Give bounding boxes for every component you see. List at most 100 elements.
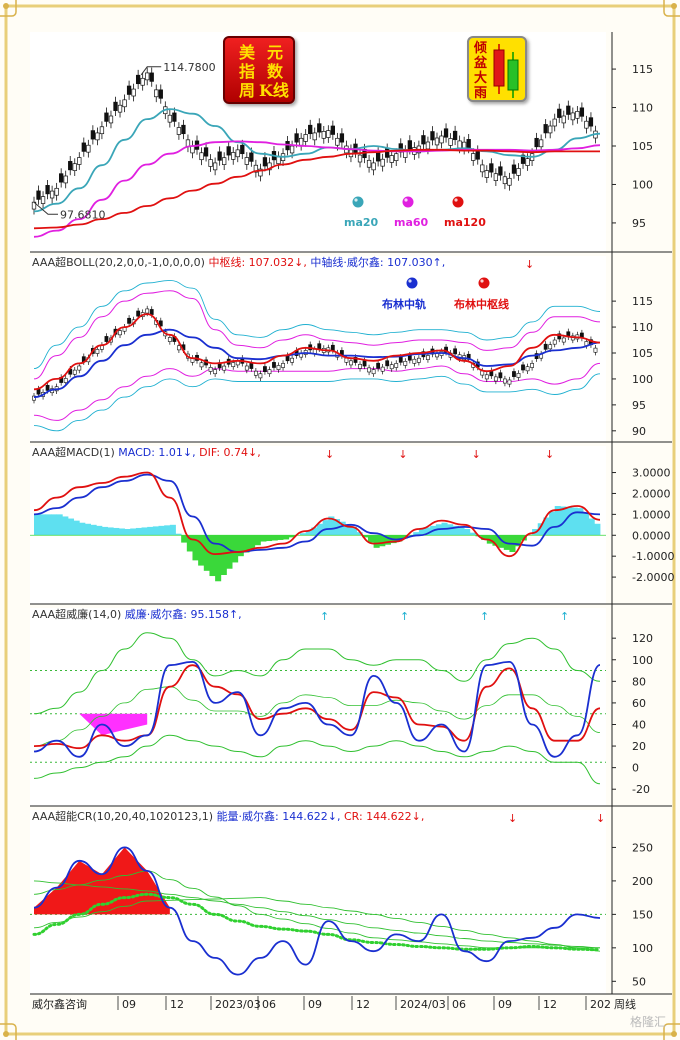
- y-tick-label: 95: [632, 399, 646, 412]
- histogram-bar: [277, 535, 284, 540]
- candle-body: [226, 146, 231, 156]
- x-tick-label: 06: [452, 998, 466, 1011]
- signal-arrow: ↓: [325, 448, 334, 461]
- y-tick-label: 50: [632, 975, 646, 988]
- candle-body: [511, 164, 517, 174]
- candle-body: [375, 152, 381, 162]
- histogram-bar: [362, 535, 369, 538]
- candle-body: [389, 155, 394, 163]
- candle-body: [240, 144, 245, 155]
- title-char: 美: [239, 43, 256, 62]
- candle-body: [317, 343, 322, 350]
- logo-char: 雨: [474, 86, 488, 101]
- histogram-bar: [67, 518, 75, 536]
- candle-body: [521, 364, 525, 371]
- candle-body: [149, 309, 154, 315]
- panel-header: AAA超能CR(10,20,40,1020123,1) 能量·威尔鑫: 144.…: [32, 809, 424, 823]
- x-tick-label: 12: [356, 998, 370, 1011]
- band-mid: [33, 686, 601, 747]
- logo-char: 盆: [474, 56, 488, 71]
- signal-arrow: ↓: [525, 258, 534, 271]
- low-label: 97.6810: [60, 208, 106, 221]
- candle-body: [570, 112, 575, 121]
- signal-arrow: ↑: [480, 610, 489, 623]
- legend-ball: [478, 277, 490, 289]
- series-line-ma60: [33, 140, 601, 238]
- candle-body: [199, 152, 204, 161]
- y-tick-label: 40: [632, 718, 646, 731]
- histogram-bar: [373, 535, 380, 548]
- corner-ornament: [663, 0, 680, 17]
- y-tick-label: 110: [632, 321, 653, 334]
- candle-body: [425, 141, 431, 150]
- cr-band-line: [33, 897, 601, 952]
- candle-body: [104, 112, 109, 122]
- candle-body: [145, 308, 150, 314]
- candle-body: [45, 185, 50, 195]
- histogram-bar: [192, 535, 199, 561]
- candle-body: [512, 371, 516, 377]
- candle-body: [376, 362, 381, 369]
- y-tick-label: 80: [632, 675, 646, 688]
- legend-label: 布林中轨: [382, 297, 426, 311]
- histogram-bar: [96, 525, 103, 536]
- band-upper: [33, 632, 601, 715]
- outer-border: [4, 4, 676, 1036]
- candle-body: [412, 358, 417, 364]
- signal-arrow: ↑: [560, 610, 569, 623]
- candle-body: [593, 347, 598, 353]
- histogram-bar: [45, 514, 52, 536]
- candle-body: [72, 163, 77, 171]
- panel-header: AAA超BOLL(20,2,0,0,-1,0,0,0,0) 中枢线: 107.0…: [32, 255, 445, 269]
- candle-body: [380, 158, 385, 167]
- candle-body: [439, 135, 444, 144]
- panel-header-item: AAA超BOLL(20,2,0,0,-1,0,0,0,0): [32, 255, 208, 269]
- candle-body: [244, 157, 249, 165]
- y-tick-label: 100: [632, 654, 653, 667]
- candle-body: [158, 89, 163, 99]
- y-tick-label: 115: [632, 63, 653, 76]
- candle-body: [326, 130, 331, 138]
- y-tick-label: 250: [632, 841, 653, 854]
- histogram-bar: [158, 525, 165, 536]
- y-tick-label: 0: [632, 762, 639, 775]
- panel-header-item: 中轴线·威尔鑫: 107.030↑,: [310, 255, 445, 269]
- overbought-fill: [79, 713, 148, 736]
- candle-body: [59, 173, 64, 183]
- y-tick-label: 2.0000: [632, 487, 671, 500]
- histogram-bar: [317, 523, 324, 536]
- histogram-bar: [515, 535, 522, 547]
- low-marker: [33, 201, 58, 215]
- candle-body: [249, 152, 254, 162]
- candle-body: [81, 142, 86, 152]
- histogram-bar: [141, 527, 148, 536]
- histogram-bar: [164, 525, 171, 536]
- logo-char: 倾: [474, 41, 488, 56]
- y-tick-label: 105: [632, 347, 653, 360]
- candle-body: [448, 138, 453, 146]
- candle-body: [353, 357, 358, 363]
- signal-arrow: ↓: [596, 812, 605, 825]
- candle-body: [452, 130, 458, 141]
- y-tick-label: 120: [632, 632, 653, 645]
- dotted-ma: [32, 892, 602, 952]
- histogram-bar: [345, 524, 352, 536]
- candle-body: [32, 395, 36, 401]
- histogram-bar: [209, 535, 216, 577]
- candle-body: [588, 117, 594, 127]
- histogram-bar: [90, 524, 97, 536]
- candle-body: [145, 72, 150, 81]
- legend-label: ma60: [394, 216, 429, 229]
- candle-body: [520, 154, 526, 164]
- band-outer-lower: [33, 373, 601, 432]
- candle-body: [231, 152, 236, 160]
- histogram-bar: [175, 533, 182, 536]
- y-tick-label: 110: [632, 102, 653, 115]
- title-badge: 美 元 指 数 周 K线: [223, 36, 295, 104]
- candle-body: [253, 370, 258, 376]
- histogram-bar: [220, 535, 227, 575]
- histogram-bar: [396, 535, 403, 542]
- histogram-bar: [469, 532, 476, 536]
- band-lower: [33, 734, 601, 785]
- candle-body: [136, 310, 141, 317]
